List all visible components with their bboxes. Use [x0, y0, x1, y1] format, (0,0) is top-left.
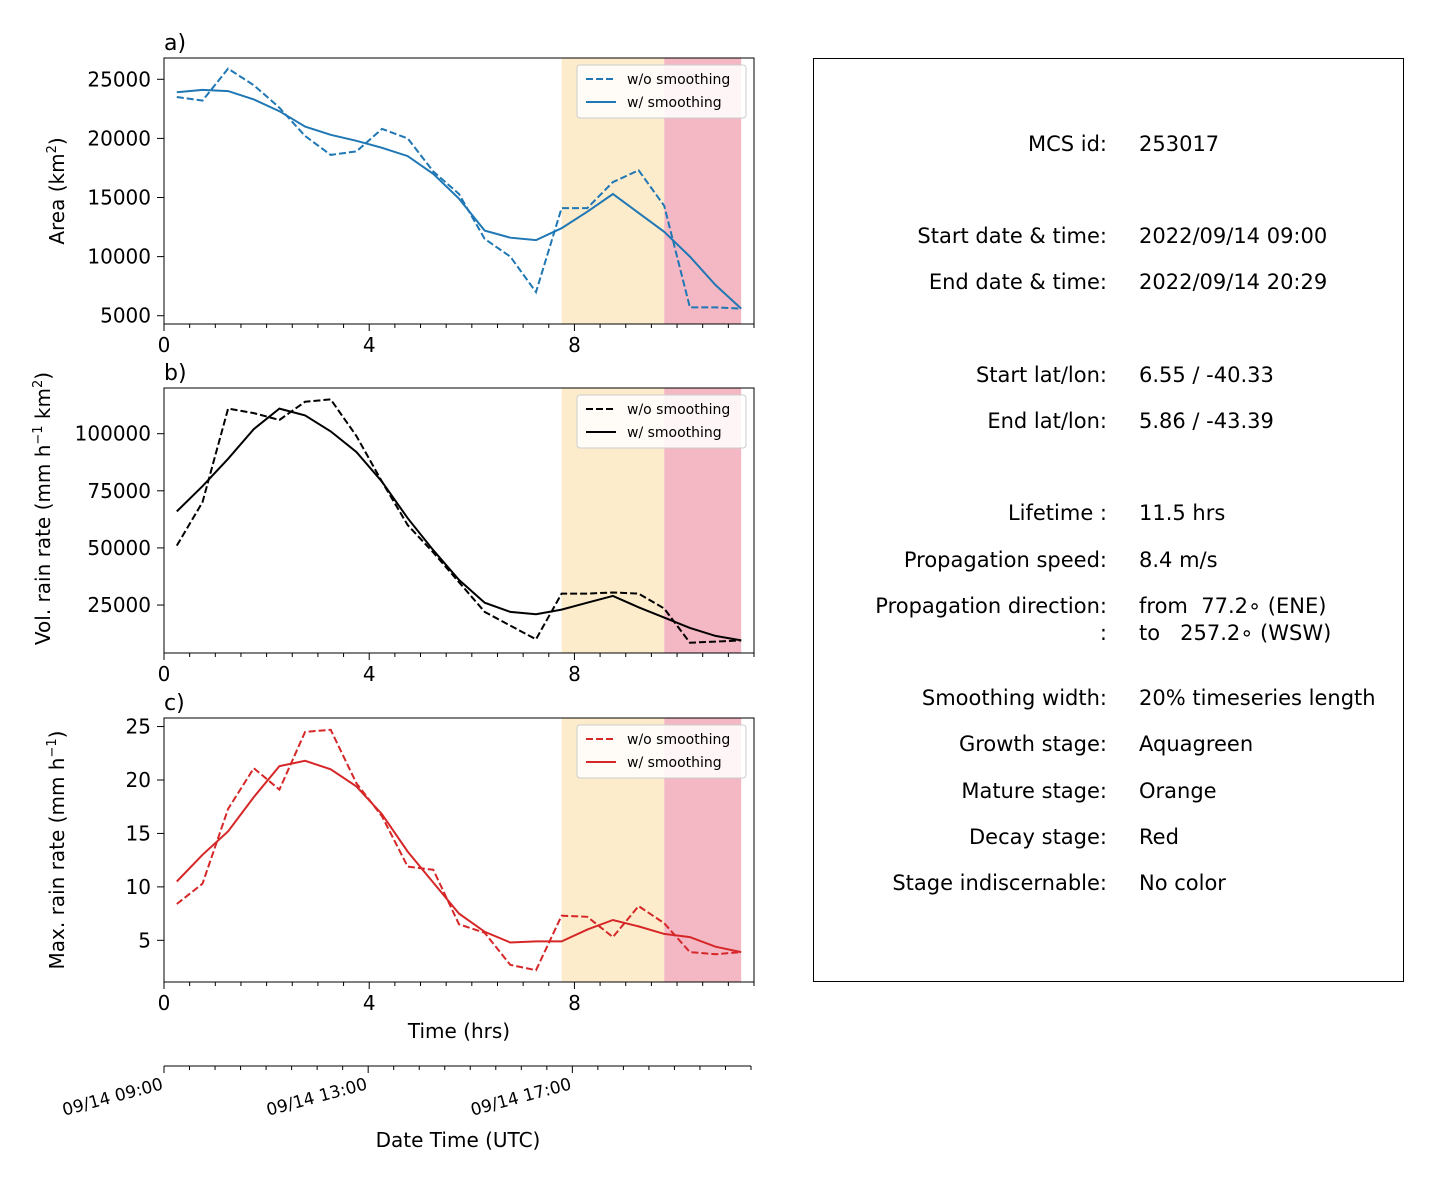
lifetime-value: 11.5 hrs	[1139, 501, 1226, 525]
end-latlon-value: 5.86 / -43.39	[1139, 409, 1274, 433]
panel-1: 0 4 8 5000 10000 15000 20000 25000 a) Area (km2) w…	[45, 31, 755, 357]
y-tick-label: 10000	[87, 245, 151, 269]
datetime-axis-label: Date Time (UTC)	[376, 1128, 541, 1152]
axes-frame	[163, 57, 755, 325]
panel-label: b)	[164, 361, 187, 386]
axes-frame	[163, 387, 755, 654]
lifetime-label: Lifetime :	[1007, 501, 1107, 525]
raw-series-line	[176, 67, 742, 310]
end-latlon-label: End lat/lon:	[987, 409, 1107, 433]
legend-box	[576, 64, 747, 119]
legend-label: w/ smoothing	[627, 95, 722, 111]
x-tick-label: 0	[158, 991, 171, 1015]
raw-series-line	[175, 398, 742, 644]
raw-series-line	[176, 728, 742, 972]
legend-label: w/ smoothing	[627, 425, 722, 441]
panel-label: a)	[164, 31, 186, 56]
info-panel: MCS id: 253017 Start date & time: 2022/0…	[813, 58, 1404, 982]
decay-stage-value: Red	[1139, 825, 1179, 849]
x-tick-label: 8	[568, 333, 581, 357]
mature-stage-label: Mature stage:	[961, 779, 1107, 803]
axes-frame	[163, 717, 755, 983]
panel-3: 0 4 8 5 10 15 20 25 c) Max. rain rate (mm h−1) w/o…	[45, 691, 755, 1043]
y-tick-label: 10	[126, 875, 151, 899]
x-tick-label: 0	[158, 333, 171, 357]
legend-box	[576, 394, 747, 449]
growth-stage-label: Growth stage:	[958, 732, 1107, 756]
direction-label-cont: :	[1099, 621, 1107, 645]
start-time-value: 2022/09/14 09:00	[1139, 224, 1328, 248]
direction-to-value: to 257.2∘ (WSW)	[1139, 621, 1332, 645]
y-tick-label: 20000	[87, 126, 151, 150]
y-axis-label: Vol. rain rate (mm h−1 km2)	[31, 372, 55, 645]
legend-label: w/ smoothing	[627, 755, 722, 771]
start-latlon-value: 6.55 / -40.33	[1139, 363, 1274, 387]
legend-label: w/o smoothing	[627, 402, 730, 418]
smoothed-series-line	[176, 88, 742, 310]
smoothed-series-line	[176, 759, 742, 954]
y-axis-label: Max. rain rate (mm h−1)	[45, 731, 69, 970]
x-tick-label: 8	[568, 991, 581, 1015]
decay-stage-label: Decay stage:	[969, 825, 1107, 849]
legend-label: w/o smoothing	[627, 72, 730, 88]
y-tick-label: 5	[138, 928, 151, 952]
x-axis-label: Time (hrs)	[407, 1019, 510, 1043]
direction-from-value: from 77.2∘ (ENE)	[1139, 594, 1327, 618]
x-tick-label: 4	[363, 991, 376, 1015]
x-tick-label: 4	[363, 333, 376, 357]
growth-stage-value: Aquagreen	[1139, 732, 1254, 756]
mature-stage-value: Orange	[1139, 779, 1217, 803]
legend-label: w/o smoothing	[627, 732, 730, 748]
indiscernable-label: Stage indiscernable:	[892, 871, 1107, 895]
smoothing-value: 20% timeseries length	[1139, 686, 1376, 710]
panel-2: 0 4 8 25000 50000 75000 100000 b) Vol. rain rate…	[31, 361, 755, 686]
mcs-id-label: MCS id:	[1027, 132, 1107, 156]
indiscernable-value: No color	[1139, 871, 1226, 895]
mcs-id-value: 253017	[1139, 132, 1220, 156]
y-tick-label: 20	[126, 768, 151, 792]
smoothed-series-line	[176, 407, 742, 642]
speed-label: Propagation speed:	[903, 548, 1107, 572]
y-tick-label: 50000	[87, 536, 151, 560]
y-tick-label: 100000	[75, 422, 151, 446]
direction-label: Propagation direction:	[875, 594, 1107, 618]
datetime-axis: 09/14 09:00 09/14 13:00 09/14 17:00 Date Ti…	[60, 1065, 752, 1152]
datetime-tick-label: 09/14 09:00	[60, 1075, 165, 1121]
y-tick-label: 75000	[87, 479, 151, 503]
end-time-value: 2022/09/14 20:29	[1139, 270, 1328, 294]
datetime-tick-label: 09/14 17:00	[469, 1075, 574, 1121]
y-axis-label: Area (km2)	[45, 137, 69, 244]
speed-value: 8.4 m/s	[1139, 548, 1218, 572]
x-tick-label: 0	[158, 662, 171, 686]
datetime-tick-label: 09/14 13:00	[264, 1075, 369, 1121]
start-time-label: Start date & time:	[917, 224, 1107, 248]
end-time-label: End date & time:	[928, 270, 1107, 294]
y-tick-label: 15000	[87, 186, 151, 210]
x-tick-label: 4	[363, 662, 376, 686]
y-tick-label: 25	[126, 715, 151, 739]
smoothing-label: Smoothing width:	[921, 686, 1107, 710]
x-tick-label: 8	[568, 662, 581, 686]
y-tick-label: 25000	[87, 67, 151, 91]
panel-label: c)	[164, 691, 185, 716]
y-tick-label: 15	[126, 821, 151, 845]
start-latlon-label: Start lat/lon:	[975, 363, 1107, 387]
y-tick-label: 5000	[100, 304, 151, 328]
legend-box	[576, 724, 747, 779]
y-tick-label: 25000	[87, 593, 151, 617]
